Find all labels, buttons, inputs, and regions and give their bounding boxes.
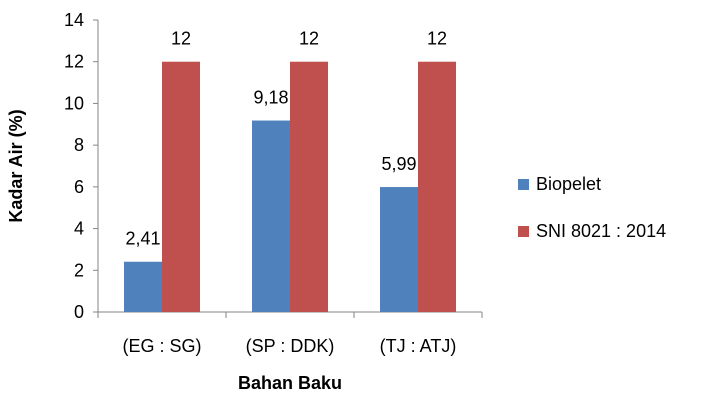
y-axis-title: Kadar Air (%) bbox=[6, 109, 26, 222]
data-label: 12 bbox=[299, 29, 319, 49]
x-axis-title: Bahan Baku bbox=[238, 373, 342, 393]
bar-biopelet bbox=[252, 120, 290, 312]
data-label: 9,18 bbox=[253, 88, 288, 108]
data-label: 5,99 bbox=[381, 154, 416, 174]
x-tick-label: (SP : DDK) bbox=[246, 336, 335, 356]
bar-sni bbox=[290, 61, 328, 312]
bar-biopelet bbox=[380, 187, 418, 312]
bar-sni bbox=[418, 61, 456, 312]
legend-label-sni: SNI 8021 : 2014 bbox=[536, 221, 666, 241]
y-tick-label: 8 bbox=[74, 135, 84, 155]
y-tick-label: 10 bbox=[64, 93, 84, 113]
bar-sni bbox=[162, 61, 200, 312]
legend-label-biopelet: Biopelet bbox=[536, 174, 601, 194]
bar-biopelet bbox=[124, 261, 162, 312]
y-tick-label: 2 bbox=[74, 260, 84, 280]
x-tick-label: (EG : SG) bbox=[122, 336, 201, 356]
y-tick-label: 6 bbox=[74, 177, 84, 197]
y-tick-label: 4 bbox=[74, 219, 84, 239]
x-tick-label: (TJ : ATJ) bbox=[380, 336, 457, 356]
legend-swatch-sni bbox=[518, 226, 529, 237]
y-tick-label: 14 bbox=[64, 10, 84, 30]
legend-swatch-biopelet bbox=[518, 179, 529, 190]
plot-area: 0 2 4 6 8 10 12 14 2,41 12 (EG : SG) 9,18 12 (SP : DD… bbox=[64, 10, 483, 356]
data-label: 12 bbox=[427, 29, 447, 49]
y-tick-label: 12 bbox=[64, 52, 84, 72]
data-label: 12 bbox=[171, 29, 191, 49]
legend: Biopelet SNI 8021 : 2014 bbox=[518, 174, 666, 241]
data-label: 2,41 bbox=[125, 229, 160, 249]
y-tick-label: 0 bbox=[74, 302, 84, 322]
